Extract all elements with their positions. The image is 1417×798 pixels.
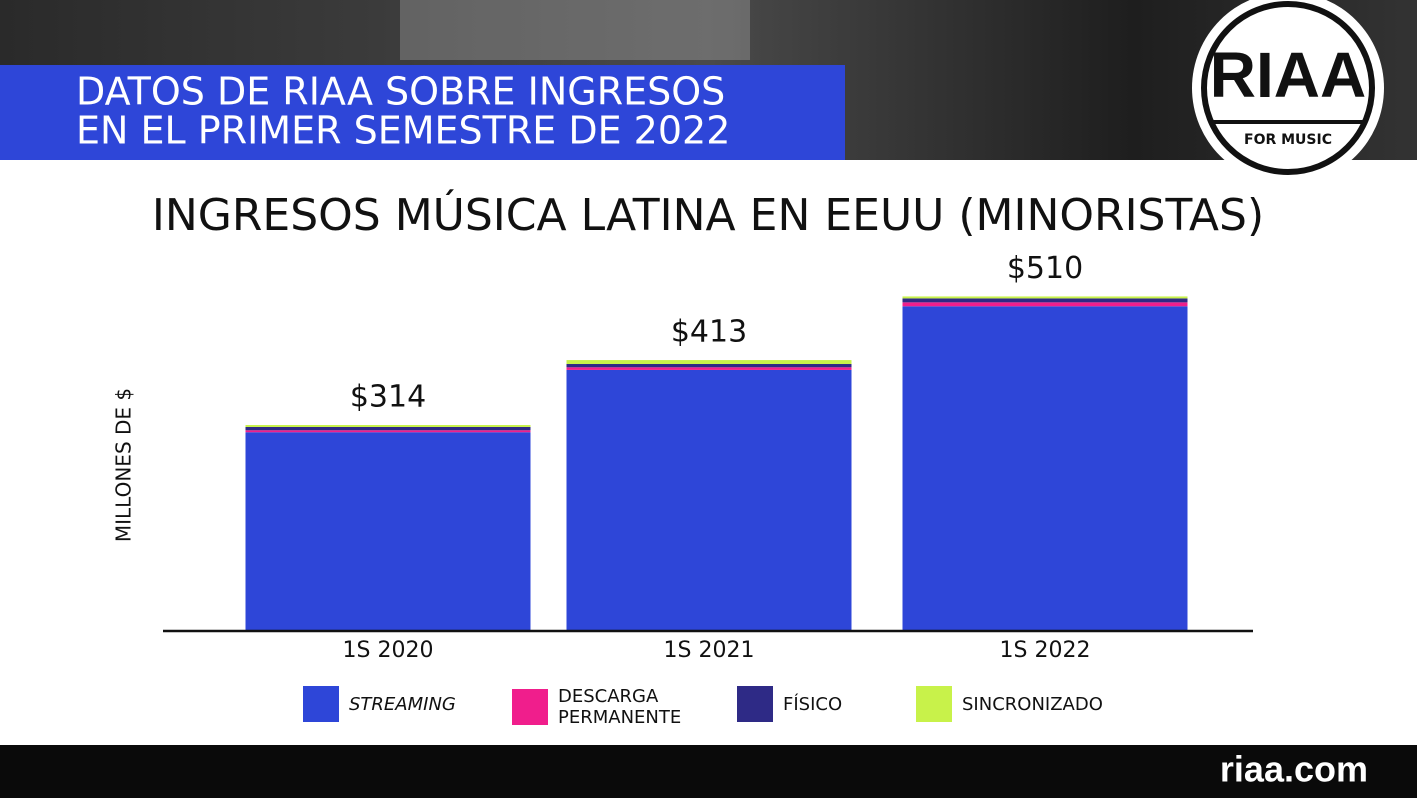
chart-title: INGRESOS MÚSICA LATINA EN EEUU (MINORIST… [152,188,1264,241]
bar-segment [245,430,531,433]
bar-segment [245,425,531,427]
total-label: $510 [1007,251,1083,286]
y-axis-label: MILLONES DE $ [112,388,136,542]
bar-segment [245,432,531,631]
legend-item: DESCARGA PERMANENTE [512,686,698,728]
header-title: EN EL PRIMER SEMESTRE DE 2022 [76,109,730,153]
bar-segment [245,426,531,431]
x-tick-label: 1S 2020 [343,638,434,663]
bar-segment [902,296,1188,299]
logo-subtext: FOR MUSIC [1244,132,1332,148]
legend-label: SINCRONIZADO [962,693,1103,715]
legend-swatch [916,686,952,722]
legend-label: FÍSICO [783,693,843,715]
legend-item: FÍSICO [737,686,953,722]
legend-item: STREAMING [303,686,519,722]
bar-segment [902,306,1188,631]
header-title: DATOS DE RIAA SOBRE INGRESOS [76,70,725,114]
total-label: $413 [671,315,747,350]
logo-ring [1201,1,1375,175]
legend-label: STREAMING [349,693,456,715]
logo-text: RIAA [1210,39,1366,111]
legend-item: SINCRONIZADO [916,686,1132,722]
bar-segment [566,360,852,365]
total-label: $314 [350,380,426,415]
legend-swatch [737,686,773,722]
title-banner [0,65,845,160]
bar-segment [566,364,852,368]
bar-segment [566,367,852,370]
logo-circle [1192,0,1384,184]
x-tick-label: 1S 2022 [1000,638,1091,663]
header-decoration [400,0,750,60]
x-tick-label: 1S 2021 [664,638,755,663]
bar-segment [902,298,1188,303]
legend-swatch [303,686,339,722]
legend-label: DESCARGA PERMANENTE [558,686,682,728]
footer-background [0,745,1417,798]
bar-segment [566,369,852,631]
footer-url: riaa.com [1220,749,1368,790]
bar-segment [902,302,1188,307]
legend-swatch [512,689,548,725]
